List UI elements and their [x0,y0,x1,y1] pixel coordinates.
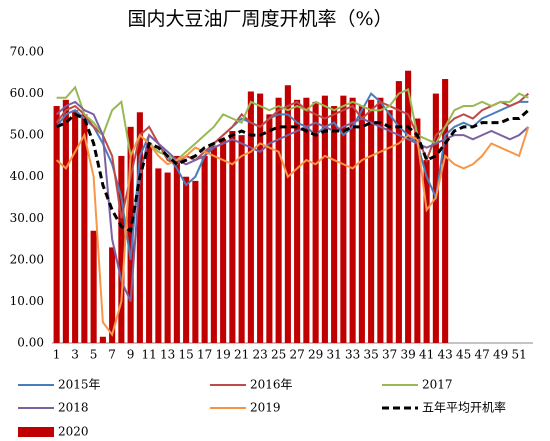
bar [136,112,143,344]
y-tick-label: 30.00 [10,211,44,225]
bar [238,135,245,343]
bar [368,99,375,343]
bar [312,101,319,343]
x-tick-label: 1 [53,348,61,362]
bar [164,172,171,343]
line [55,92,530,219]
y-tick-label: 0.00 [17,336,44,350]
bar [432,93,439,343]
bar [118,155,125,343]
bar [257,93,264,343]
x-tick-label: 13 [160,348,175,362]
legend-label: 2018 [58,401,89,415]
bar [395,81,402,343]
legend-label: 2017 [422,378,453,392]
x-tick-label: 31 [326,348,341,362]
line [56,85,529,162]
bar [183,176,190,343]
y-tick-label: 40.00 [10,169,44,183]
bar [321,95,328,344]
bar [72,110,79,343]
bar [377,97,384,343]
bar [303,97,310,343]
x-tick-label: 15 [178,348,193,362]
bar [331,106,338,344]
x-tick-label: 17 [197,348,212,362]
bar [81,114,88,343]
legend-label: 2015年 [58,378,101,392]
x-tick-label: 47 [474,348,489,362]
legend-label: 2019 [250,401,281,415]
line [55,91,529,261]
bar [210,145,217,343]
x-tick-label: 25 [271,348,286,362]
bar [53,106,60,344]
bar [414,118,421,343]
bar [405,70,412,343]
bar [266,114,273,343]
x-tick-label: 49 [493,348,508,362]
x-tick-label: 7 [108,348,116,362]
bar [146,143,153,343]
bar [173,155,180,343]
x-tick-label: 9 [127,348,135,362]
bar [155,168,162,343]
x-tick-label: 27 [289,348,304,362]
y-tick-label: 70.00 [10,45,44,59]
x-tick-label: 3 [71,348,79,362]
y-tick-label: 20.00 [10,252,44,266]
x-tick-label: 19 [215,348,230,362]
bar [127,126,134,343]
chart-title: 国内大豆油厂周度开机率（%） [127,8,392,30]
bar [275,97,282,343]
x-tick-label: 39 [400,348,415,362]
x-tick-label: 45 [456,348,471,362]
bar [294,99,301,343]
bar [220,139,227,343]
x-tick-label: 43 [437,348,452,362]
x-tick-label: 33 [345,348,360,362]
x-tick-label: 35 [363,348,378,362]
bar [284,85,291,343]
legend-label: 五年平均开机率 [422,400,506,415]
x-tick-label: 37 [382,348,397,362]
legend-swatch [18,427,54,437]
bar [349,97,356,343]
line [55,126,530,337]
bar [386,110,393,343]
bar [201,155,208,343]
bar [109,247,116,343]
bar [192,180,199,343]
line [56,109,530,233]
y-tick-label: 60.00 [10,86,44,100]
bar [90,230,97,343]
x-tick-label: 41 [419,348,434,362]
y-tick-label: 10.00 [10,294,44,308]
legend-label: 2020 [58,425,89,439]
x-tick-label: 5 [90,348,98,362]
bar [62,99,69,343]
x-tick-label: 21 [234,348,249,362]
bar [358,106,365,344]
x-tick-label: 23 [252,348,267,362]
legend-label: 2016年 [250,378,293,392]
bar [340,95,347,344]
bar [247,91,254,343]
bar [99,336,106,343]
line [55,100,530,302]
bar [229,130,236,343]
x-tick-label: 11 [141,348,156,362]
bar [423,160,430,343]
x-tick-label: 51 [511,348,526,362]
x-tick-label: 29 [308,348,323,362]
bar [442,79,449,344]
y-tick-label: 50.00 [10,128,44,142]
